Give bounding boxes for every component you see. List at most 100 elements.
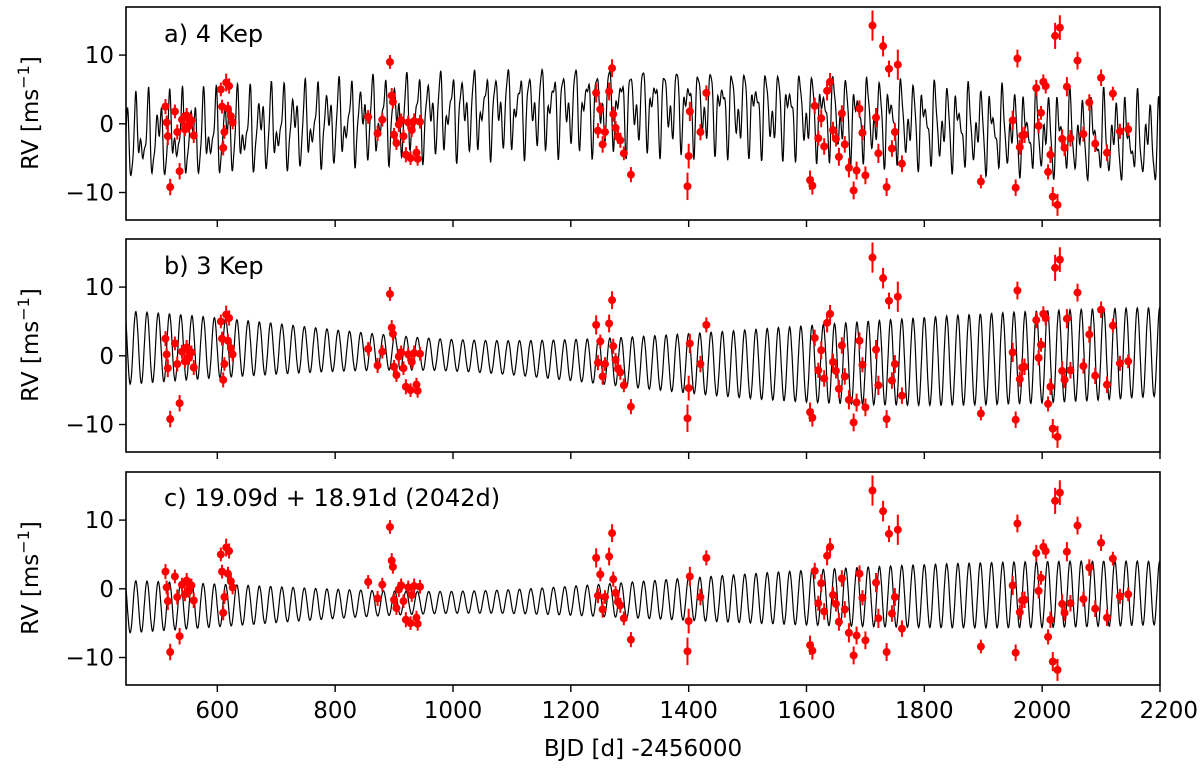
- panel-c-data-point: [219, 605, 228, 621]
- panel-b-data-point: [619, 378, 628, 393]
- panel-c-data-point: [1097, 534, 1106, 552]
- panel-a-data-point: [187, 113, 196, 128]
- panel-b-data-point: [1115, 355, 1124, 371]
- panel-a-data-point: [834, 147, 843, 166]
- panel-c: c) 19.09d + 18.91d (2042d) −10 0 10 600 800…: [14, 471, 1198, 724]
- panel-c-data-point: [596, 567, 605, 582]
- panel-b-data-point: [1102, 376, 1111, 393]
- panel-c-data-point: [598, 601, 607, 618]
- panel-a-data-point: [378, 112, 387, 127]
- panel-c-data-point: [1015, 604, 1024, 620]
- panel-a-data-point: [887, 140, 896, 157]
- panel-b-data-point: [220, 357, 229, 371]
- panel-c-data-point: [872, 573, 881, 593]
- panel-b-data-point: [874, 375, 883, 395]
- panel-b-data-point: [852, 393, 861, 412]
- panel-a-data-point: [1102, 144, 1111, 161]
- panel-c-data-point: [1091, 600, 1100, 617]
- panel-a-data-point: [397, 113, 406, 128]
- panel-a-data-point: [976, 174, 985, 189]
- panel-c-data-point: [696, 588, 705, 606]
- panel-c-data-point: [1062, 542, 1071, 562]
- panel-b-data-point: [976, 406, 985, 421]
- panel-c-data-point: [415, 579, 424, 594]
- panel-c-data-point: [609, 571, 618, 587]
- panel-a-data-point: [810, 97, 819, 115]
- panel-c-data-point: [1036, 570, 1045, 585]
- panel-a-data-point: [1036, 105, 1045, 120]
- panel-b-ylabel-close: ]: [18, 288, 44, 297]
- panel-c-data-point: [166, 643, 175, 661]
- panel-a-data-point: [1079, 126, 1088, 142]
- panel-a-data-point: [684, 143, 693, 169]
- panel-a-data-point: [868, 10, 877, 41]
- panel-c-data-point: [388, 559, 397, 574]
- panel-a-data-point: [696, 123, 705, 141]
- panel-c-data-point: [385, 520, 394, 534]
- panel-c-data-point: [817, 574, 826, 593]
- x-axis-label: BJD [d] -2456000: [544, 736, 742, 762]
- panel-a-data-point: [161, 99, 170, 115]
- panel-b-data-point: [844, 390, 853, 410]
- panel-a-data-point: [1097, 69, 1106, 87]
- panel-b-data-point: [1085, 326, 1094, 343]
- panel-a-data-point: [820, 138, 829, 155]
- panel-c-data-point: [685, 566, 694, 587]
- panel-a-data-point: [702, 85, 711, 101]
- panel-c-data-point: [840, 601, 849, 618]
- panel-a-data-point: [1051, 22, 1060, 49]
- panel-c-data-point: [187, 578, 196, 593]
- panel-a-data-point: [890, 123, 899, 141]
- panel-b-ytick-label: 0: [99, 344, 114, 370]
- panel-b-data-point: [392, 368, 401, 382]
- panel-a-data-point: [219, 140, 228, 156]
- panel-a-data-point: [392, 136, 401, 150]
- panel-b-data-point: [413, 383, 422, 398]
- panel-c-data-point: [364, 575, 373, 589]
- panel-b-data-point: [1060, 371, 1069, 389]
- panel-b-ylabel-text: RV [ms: [18, 321, 44, 402]
- panel-a-data-point: [605, 82, 614, 101]
- panel-a-data-point: [189, 127, 198, 144]
- panel-c-data-point: [826, 537, 835, 556]
- panel-a-ytick-label: 10: [85, 43, 114, 69]
- panel-a-data-point: [163, 127, 172, 146]
- panel-a-data-point: [406, 151, 415, 166]
- panel-a-data-point: [1015, 139, 1024, 155]
- panel-c-xtick-label: 600: [195, 698, 239, 724]
- panel-a-data-point: [413, 151, 422, 166]
- panel-c-data-point: [1102, 609, 1111, 626]
- panel-a-ylabel-sup: −1: [14, 65, 33, 89]
- panel-a-data-point: [844, 158, 853, 178]
- panel-b-data-point: [826, 304, 835, 323]
- panel-c-data-point: [175, 627, 184, 645]
- panel-a-data-point: [861, 166, 870, 185]
- panel-c-data-point: [378, 577, 387, 592]
- panel-a-series: [126, 10, 1160, 216]
- panel-b-data-point: [884, 292, 893, 310]
- panel-c-data-point: [161, 564, 170, 580]
- panel-b-data-point: [1108, 318, 1117, 333]
- panel-c-model-curve: [126, 559, 1160, 634]
- panel-b-data-point: [596, 334, 605, 349]
- panel-c-data-point: [228, 580, 237, 595]
- panel-c-xtick-label: 1000: [424, 698, 483, 724]
- panel-a-data-point: [852, 161, 861, 180]
- panel-b-data-point: [1079, 358, 1088, 374]
- panel-c-data-point: [611, 586, 620, 600]
- panel-c-data-point: [1008, 575, 1017, 595]
- panel-c-data-point: [1060, 604, 1069, 622]
- panel-c-data-point: [1079, 591, 1088, 607]
- panel-c-data-point: [410, 578, 419, 594]
- panel-a-data-point: [598, 136, 607, 153]
- panel-b-data-point: [397, 345, 406, 360]
- panel-b-data-point: [166, 410, 175, 428]
- panel-b-data-point: [702, 317, 711, 333]
- panel-c-data-point: [1053, 658, 1062, 681]
- panel-a-data-point: [1032, 79, 1041, 97]
- panel-b-data-point: [219, 372, 228, 388]
- panel-c-data-point: [619, 611, 628, 626]
- panel-b-data-point: [814, 362, 823, 378]
- panel-a-data-point: [415, 114, 424, 129]
- panel-c-data-point: [220, 590, 229, 604]
